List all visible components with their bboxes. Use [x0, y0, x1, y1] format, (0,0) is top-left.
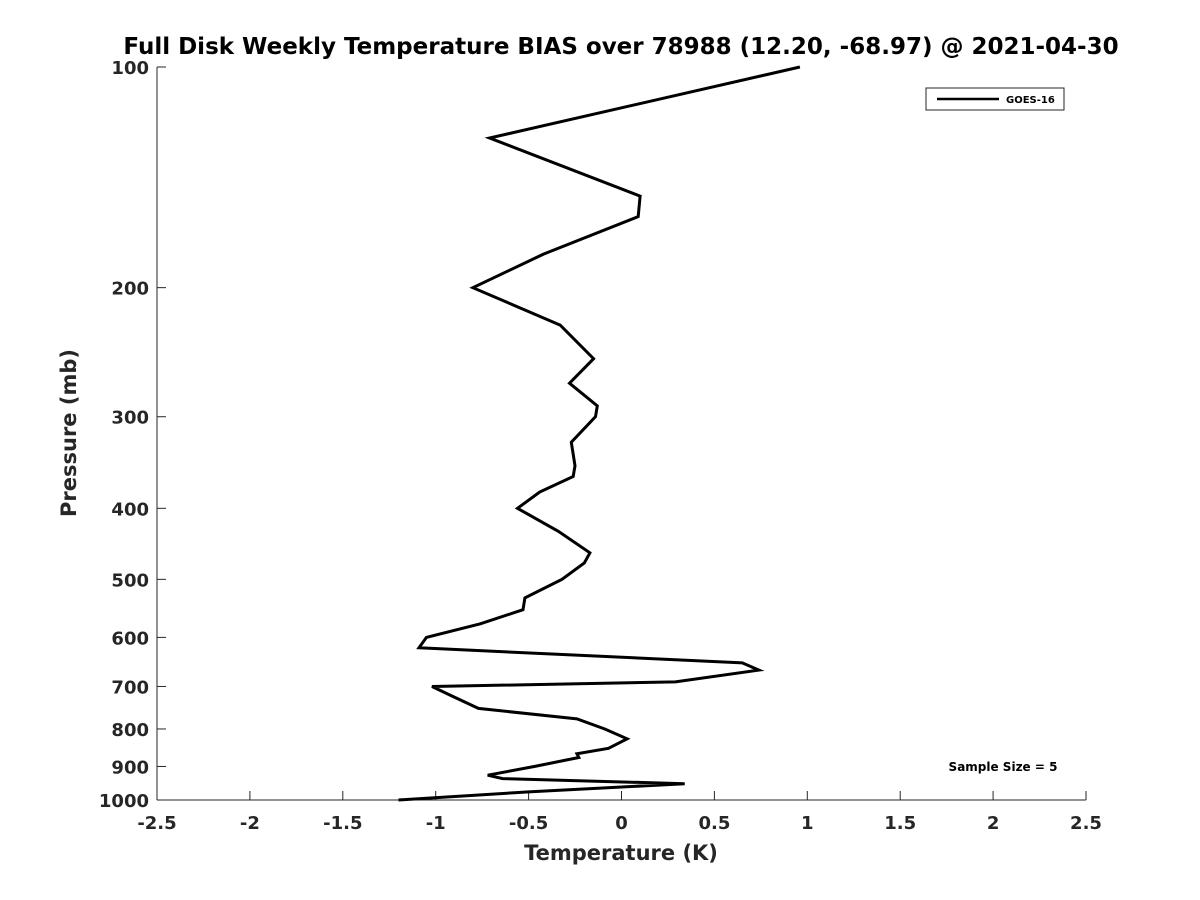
x-axis-ticks: -2.5 -2 -1.5 -1 -0.5 0 0.5 1 1.5 2 2.5 — [137, 791, 1102, 834]
x-tick-label: 1.5 — [884, 813, 916, 834]
x-tick-label: 2 — [987, 813, 1000, 834]
y-tick-label: 800 — [111, 720, 149, 741]
y-tick-label: 200 — [111, 279, 149, 300]
series-layer — [398, 65, 801, 802]
x-tick-label: 1 — [801, 813, 814, 834]
y-tick-label: 900 — [111, 757, 149, 778]
x-tick-label: 2.5 — [1070, 813, 1102, 834]
y-tick-label: 1000 — [99, 791, 149, 812]
y-tick-label: 500 — [111, 570, 149, 591]
y-axis-label: Pressure (mb) — [57, 349, 81, 517]
x-tick-label: 0 — [615, 813, 628, 834]
x-tick-label: -1.5 — [323, 813, 362, 834]
y-tick-label: 300 — [111, 408, 149, 429]
x-tick-label: 0.5 — [698, 813, 730, 834]
y-tick-label: 400 — [111, 499, 149, 520]
x-tick-label: -0.5 — [509, 813, 548, 834]
legend-label-goes-16: GOES-16 — [1006, 95, 1055, 106]
y-axis-ticks: 100 200 300 400 500 600 700 800 900 1000 — [99, 58, 166, 812]
y-tick-label: 700 — [111, 677, 149, 698]
x-tick-label: -2 — [240, 813, 260, 834]
x-axis-label: Temperature (K) — [524, 841, 718, 865]
chart-title: Full Disk Weekly Temperature BIAS over 7… — [123, 34, 1118, 60]
series-line-goes-16 — [398, 65, 801, 802]
x-tick-label: -2.5 — [137, 813, 176, 834]
sample-size-annotation: Sample Size = 5 — [949, 760, 1058, 774]
y-tick-label: 600 — [111, 628, 149, 649]
x-tick-label: -1 — [426, 813, 446, 834]
legend: GOES-16 — [925, 87, 1065, 111]
y-tick-label: 100 — [111, 58, 149, 79]
